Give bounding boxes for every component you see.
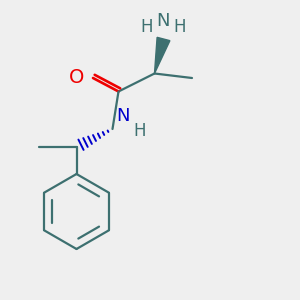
Text: H: H xyxy=(134,122,146,140)
Text: N: N xyxy=(157,12,170,30)
Text: H: H xyxy=(141,18,153,36)
Text: O: O xyxy=(69,68,85,87)
Text: H: H xyxy=(174,18,186,36)
Polygon shape xyxy=(154,37,170,74)
Text: N: N xyxy=(116,107,130,125)
